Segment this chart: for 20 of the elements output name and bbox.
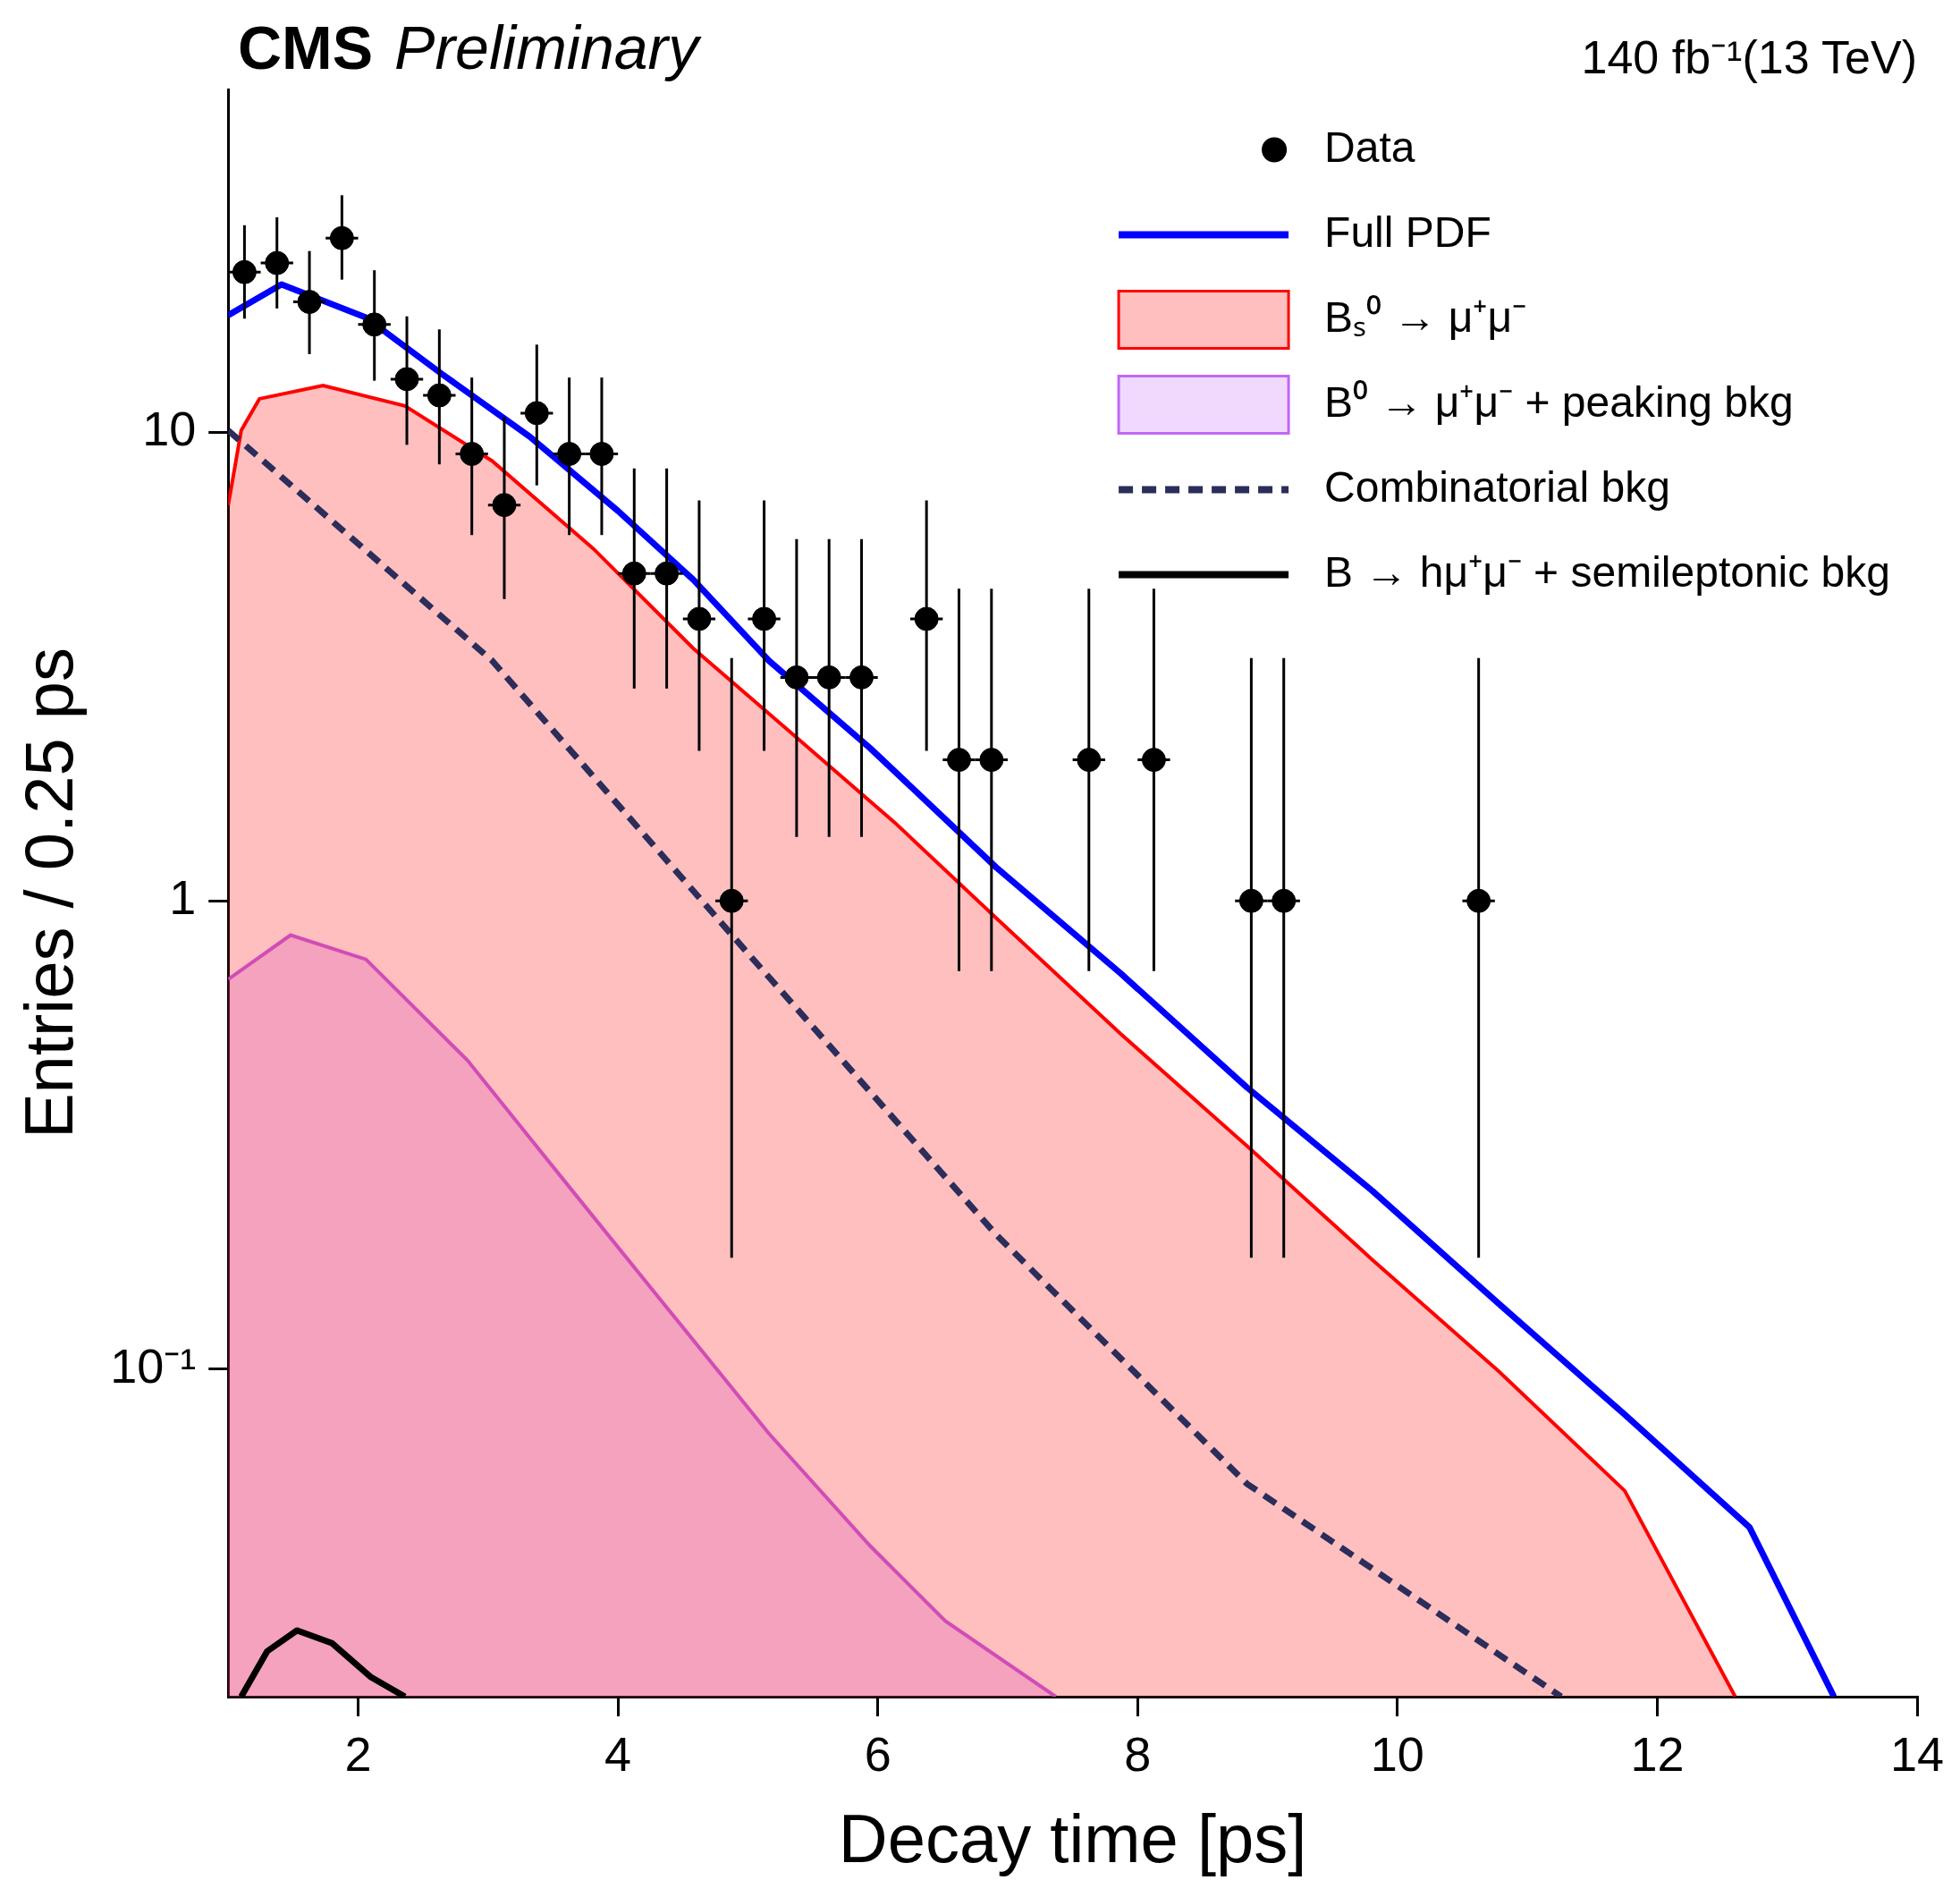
x-tick-label: 8 bbox=[1124, 1727, 1152, 1782]
text: 140 fb⁻¹(13 TeV) bbox=[1581, 30, 1917, 85]
x-tick-label: 4 bbox=[604, 1727, 632, 1782]
y-axis-title: Entries / 0.25 ps bbox=[10, 647, 87, 1139]
y-tick-label: 10⁻¹ bbox=[110, 1338, 197, 1393]
x-tick-label: 2 bbox=[344, 1727, 372, 1782]
legend-label: B⁰ → μ⁺μ⁻ + peaking bkg bbox=[1324, 377, 1794, 426]
legend-label: B → hμ⁺μ⁻ + semileptonic bkg bbox=[1324, 547, 1891, 596]
x-tick-label: 12 bbox=[1630, 1727, 1685, 1782]
legend-label: Bₛ⁰ → μ⁺μ⁻ bbox=[1324, 292, 1527, 341]
x-tick-label: 10 bbox=[1370, 1727, 1424, 1782]
legend-label: Data bbox=[1324, 123, 1415, 171]
x-tick-label: 14 bbox=[1889, 1727, 1945, 1782]
x-tick-label: 6 bbox=[864, 1727, 891, 1782]
legend-label: Combinatorial bkg bbox=[1324, 462, 1670, 511]
x-axis-title: Decay time [ps] bbox=[838, 1800, 1307, 1877]
y-tick-label: 10 bbox=[142, 402, 197, 456]
chart-title: CMS bbox=[238, 13, 374, 81]
legend-label: Full PDF bbox=[1324, 207, 1491, 256]
y-tick-label: 1 bbox=[169, 870, 197, 925]
